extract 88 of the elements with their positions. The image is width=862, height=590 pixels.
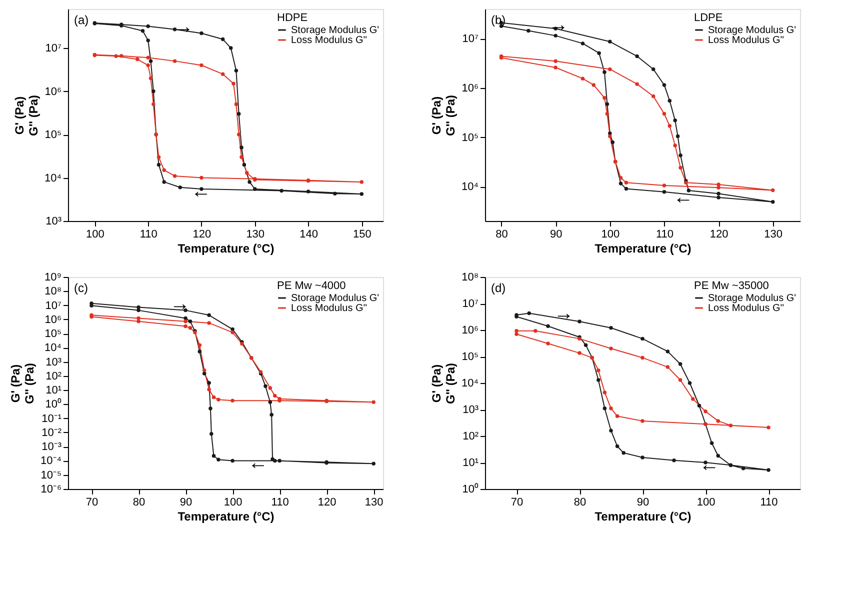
x-tick-label: 120 <box>192 228 212 240</box>
y-tick-label: 10⁷ <box>462 298 479 310</box>
legend-label: Storage Modulus G' <box>291 25 380 36</box>
x-tick-label: 90 <box>550 228 562 240</box>
x-tick-label: 120 <box>318 496 336 508</box>
y-tick-label: 10³ <box>46 356 62 368</box>
y-tick-label: 10⁶ <box>462 324 478 336</box>
x-tick-label: 110 <box>656 228 674 240</box>
annotation: ← <box>190 180 211 203</box>
legend-label: Storage Modulus G' <box>708 25 796 36</box>
x-tick-label: 130 <box>764 228 783 240</box>
x-tick-label: 130 <box>246 228 265 240</box>
annotation: (a) <box>74 13 89 27</box>
y-axis-title: G' (Pa) G'' (Pa) <box>8 362 37 404</box>
x-tick-label: 70 <box>510 496 524 508</box>
y-tick-label: 10⁵ <box>44 129 62 142</box>
legend-title: PE Mw ~4000 <box>277 280 346 292</box>
y-axis-title: G' (Pa) G'' (Pa) <box>430 94 458 136</box>
legend-title: HDPE <box>277 12 308 24</box>
y-tick-label: 10⁷ <box>45 42 62 55</box>
x-tick-label: 90 <box>180 496 192 508</box>
annotation: (b) <box>491 13 506 27</box>
y-tick-label: 10⁶ <box>462 82 478 94</box>
y-tick-label: 10⁶ <box>44 314 62 326</box>
y-axis-title: G' (Pa) G'' (Pa) <box>430 362 458 404</box>
x-tick-label: 90 <box>636 496 650 508</box>
annotation: ← <box>248 452 268 474</box>
x-tick-label: 100 <box>696 496 716 508</box>
annotation: → <box>170 293 190 316</box>
y-tick-label: 10⁰ <box>462 482 478 496</box>
x-tick-label: 150 <box>352 228 372 240</box>
x-axis-title: Temperature (°C) <box>178 242 274 256</box>
annotation: (c) <box>74 281 88 295</box>
y-tick-label: 10³ <box>462 404 479 416</box>
x-tick-label: 120 <box>710 228 728 240</box>
x-tick-label: 140 <box>300 228 318 240</box>
y-tick-label: 10² <box>462 430 479 442</box>
legend-label: Loss Modulus G'' <box>708 303 784 314</box>
y-tick-label: 10⁸ <box>462 272 478 284</box>
y-tick-label: 10¹ <box>46 384 62 397</box>
legend-label: Storage Modulus G' <box>708 293 796 304</box>
x-tick-label: 100 <box>86 228 104 240</box>
y-tick-label: 10⁵ <box>44 328 62 340</box>
x-tick-label: 110 <box>140 228 158 240</box>
y-tick-label: 10⁴ <box>462 181 479 194</box>
y-tick-label: 10⁴ <box>44 172 62 184</box>
y-tick-label: 10⁷ <box>45 300 62 312</box>
y-axis-title: G' (Pa) G'' (Pa) <box>12 94 41 136</box>
annotation: ← <box>673 186 694 208</box>
annotation: (d) <box>491 281 506 295</box>
y-tick-label: 10⁻⁵ <box>40 469 62 482</box>
x-tick-label: 100 <box>601 228 620 240</box>
y-tick-label: 10⁰ <box>45 398 62 411</box>
y-tick-label: 10⁻¹ <box>42 412 62 425</box>
x-tick-label: 130 <box>364 496 384 508</box>
y-tick-label: 10⁴ <box>462 378 479 390</box>
y-tick-label: 10¹ <box>462 457 479 469</box>
x-tick-label: 80 <box>574 496 586 508</box>
annotation: ← <box>699 454 720 476</box>
annotation: → <box>554 302 574 324</box>
x-axis-title: Temperature (°C) <box>594 242 692 256</box>
y-tick-label: 10⁻⁶ <box>40 484 62 496</box>
x-tick-label: 100 <box>224 496 242 508</box>
x-tick-label: 70 <box>86 496 98 508</box>
y-tick-label: 10⁻⁴ <box>40 455 62 468</box>
x-tick-label: 110 <box>760 496 778 508</box>
y-tick-label: 10⁻³ <box>42 441 62 454</box>
legend-title: LDPE <box>694 12 723 24</box>
y-tick-label: 10² <box>46 370 62 382</box>
y-tick-label: 10⁷ <box>462 33 479 46</box>
y-tick-label: 10⁶ <box>44 86 62 98</box>
x-axis-title: Temperature (°C) <box>594 510 692 524</box>
x-tick-label: 80 <box>496 228 508 240</box>
y-tick-label: 10⁵ <box>462 351 478 363</box>
y-tick-label: 10⁸ <box>44 286 62 298</box>
legend-label: Loss Modulus G'' <box>708 35 784 46</box>
y-tick-label: 10⁹ <box>44 272 62 284</box>
y-tick-label: 10⁴ <box>44 342 62 354</box>
legend-label: Loss Modulus G'' <box>291 35 368 46</box>
y-tick-label: 10⁻² <box>42 426 62 439</box>
legend-title: PE Mw ~35000 <box>694 280 769 292</box>
legend-label: Storage Modulus G' <box>291 293 380 304</box>
y-tick-label: 10⁵ <box>462 132 478 144</box>
legend-label: Loss Modulus G'' <box>291 303 368 314</box>
x-tick-label: 80 <box>132 496 146 508</box>
x-tick-label: 110 <box>271 496 289 508</box>
y-tick-label: 10³ <box>46 216 62 228</box>
x-axis-title: Temperature (°C) <box>178 510 274 524</box>
